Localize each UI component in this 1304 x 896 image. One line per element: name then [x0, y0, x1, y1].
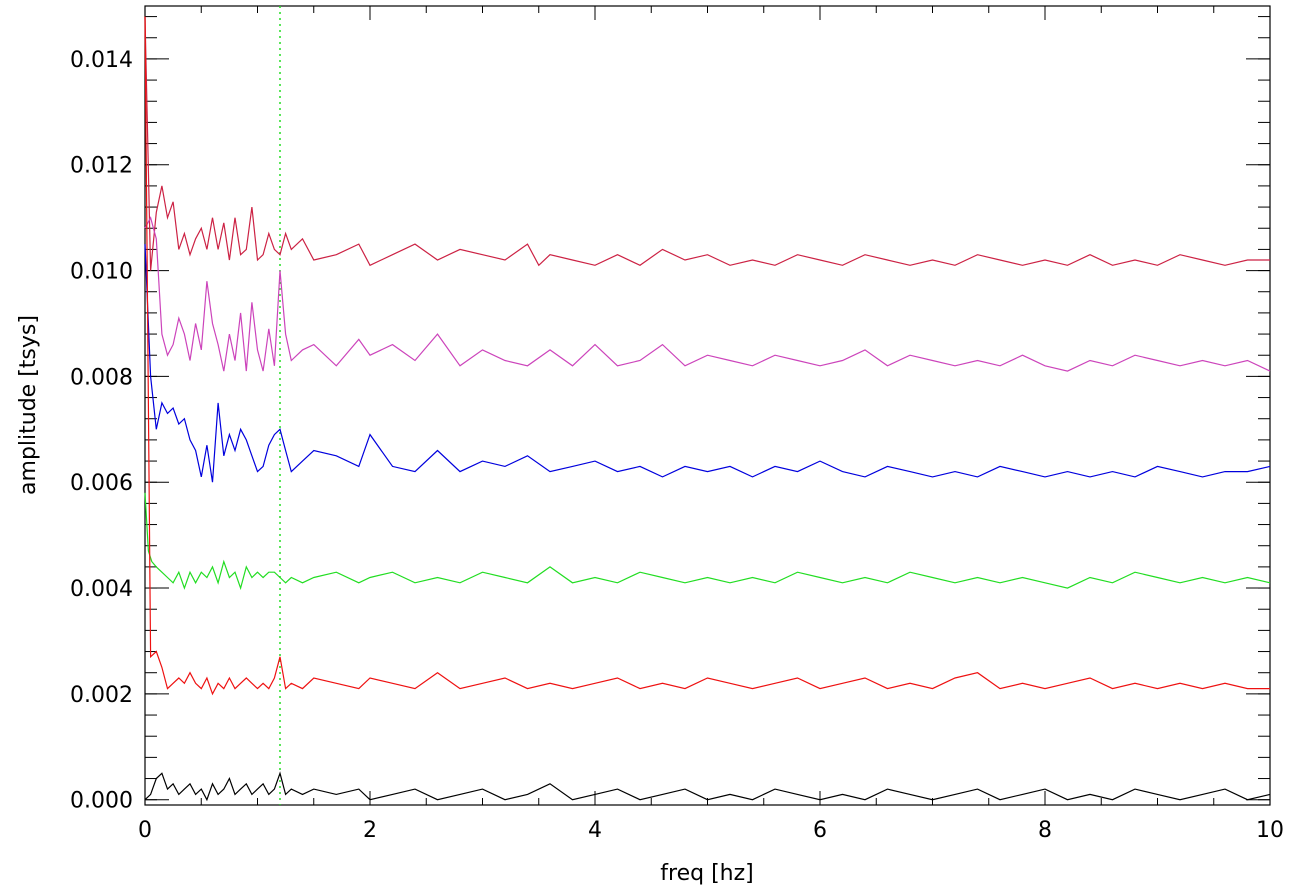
y-tick-label: 0.004: [70, 577, 133, 602]
y-tick-label: 0.008: [70, 365, 133, 390]
x-tick-label: 2: [363, 818, 377, 843]
series-line-2: [144, 216, 1271, 372]
y-tick-label: 0.010: [70, 260, 133, 285]
y-tick-labels: 0.000 0.002 0.004 0.006 0.008 0.010 0.012 0.014: [70, 48, 133, 814]
x-tick-label: 8: [1038, 818, 1052, 843]
series-line-5: [144, 16, 1270, 696]
y-tick-label: 0.000: [70, 789, 133, 814]
major-ticks: [144, 6, 1271, 805]
y-tick-label: 0.002: [70, 683, 133, 708]
y-axis-label: amplitude [tsys]: [16, 315, 41, 495]
series-line-4: [144, 492, 1271, 591]
x-tick-label: 0: [138, 818, 152, 843]
series-line-1: [144, 16, 1270, 271]
y-tick-label: 0.006: [70, 471, 133, 496]
y-tick-label: 0.012: [70, 154, 133, 179]
y-tick-label: 0.014: [70, 48, 133, 73]
x-tick-labels: 0 2 4 6 8 10: [138, 818, 1284, 843]
plot-area-frame: [144, 5, 1271, 806]
minor-ticks: [144, 6, 1271, 805]
series-lines: [144, 16, 1271, 802]
x-axis-label: freq [hz]: [660, 861, 753, 886]
x-tick-label: 6: [813, 818, 827, 843]
x-tick-label: 4: [588, 818, 602, 843]
x-tick-label: 10: [1256, 818, 1284, 843]
series-line-3: [144, 244, 1271, 483]
series-line-6: [144, 771, 1271, 802]
